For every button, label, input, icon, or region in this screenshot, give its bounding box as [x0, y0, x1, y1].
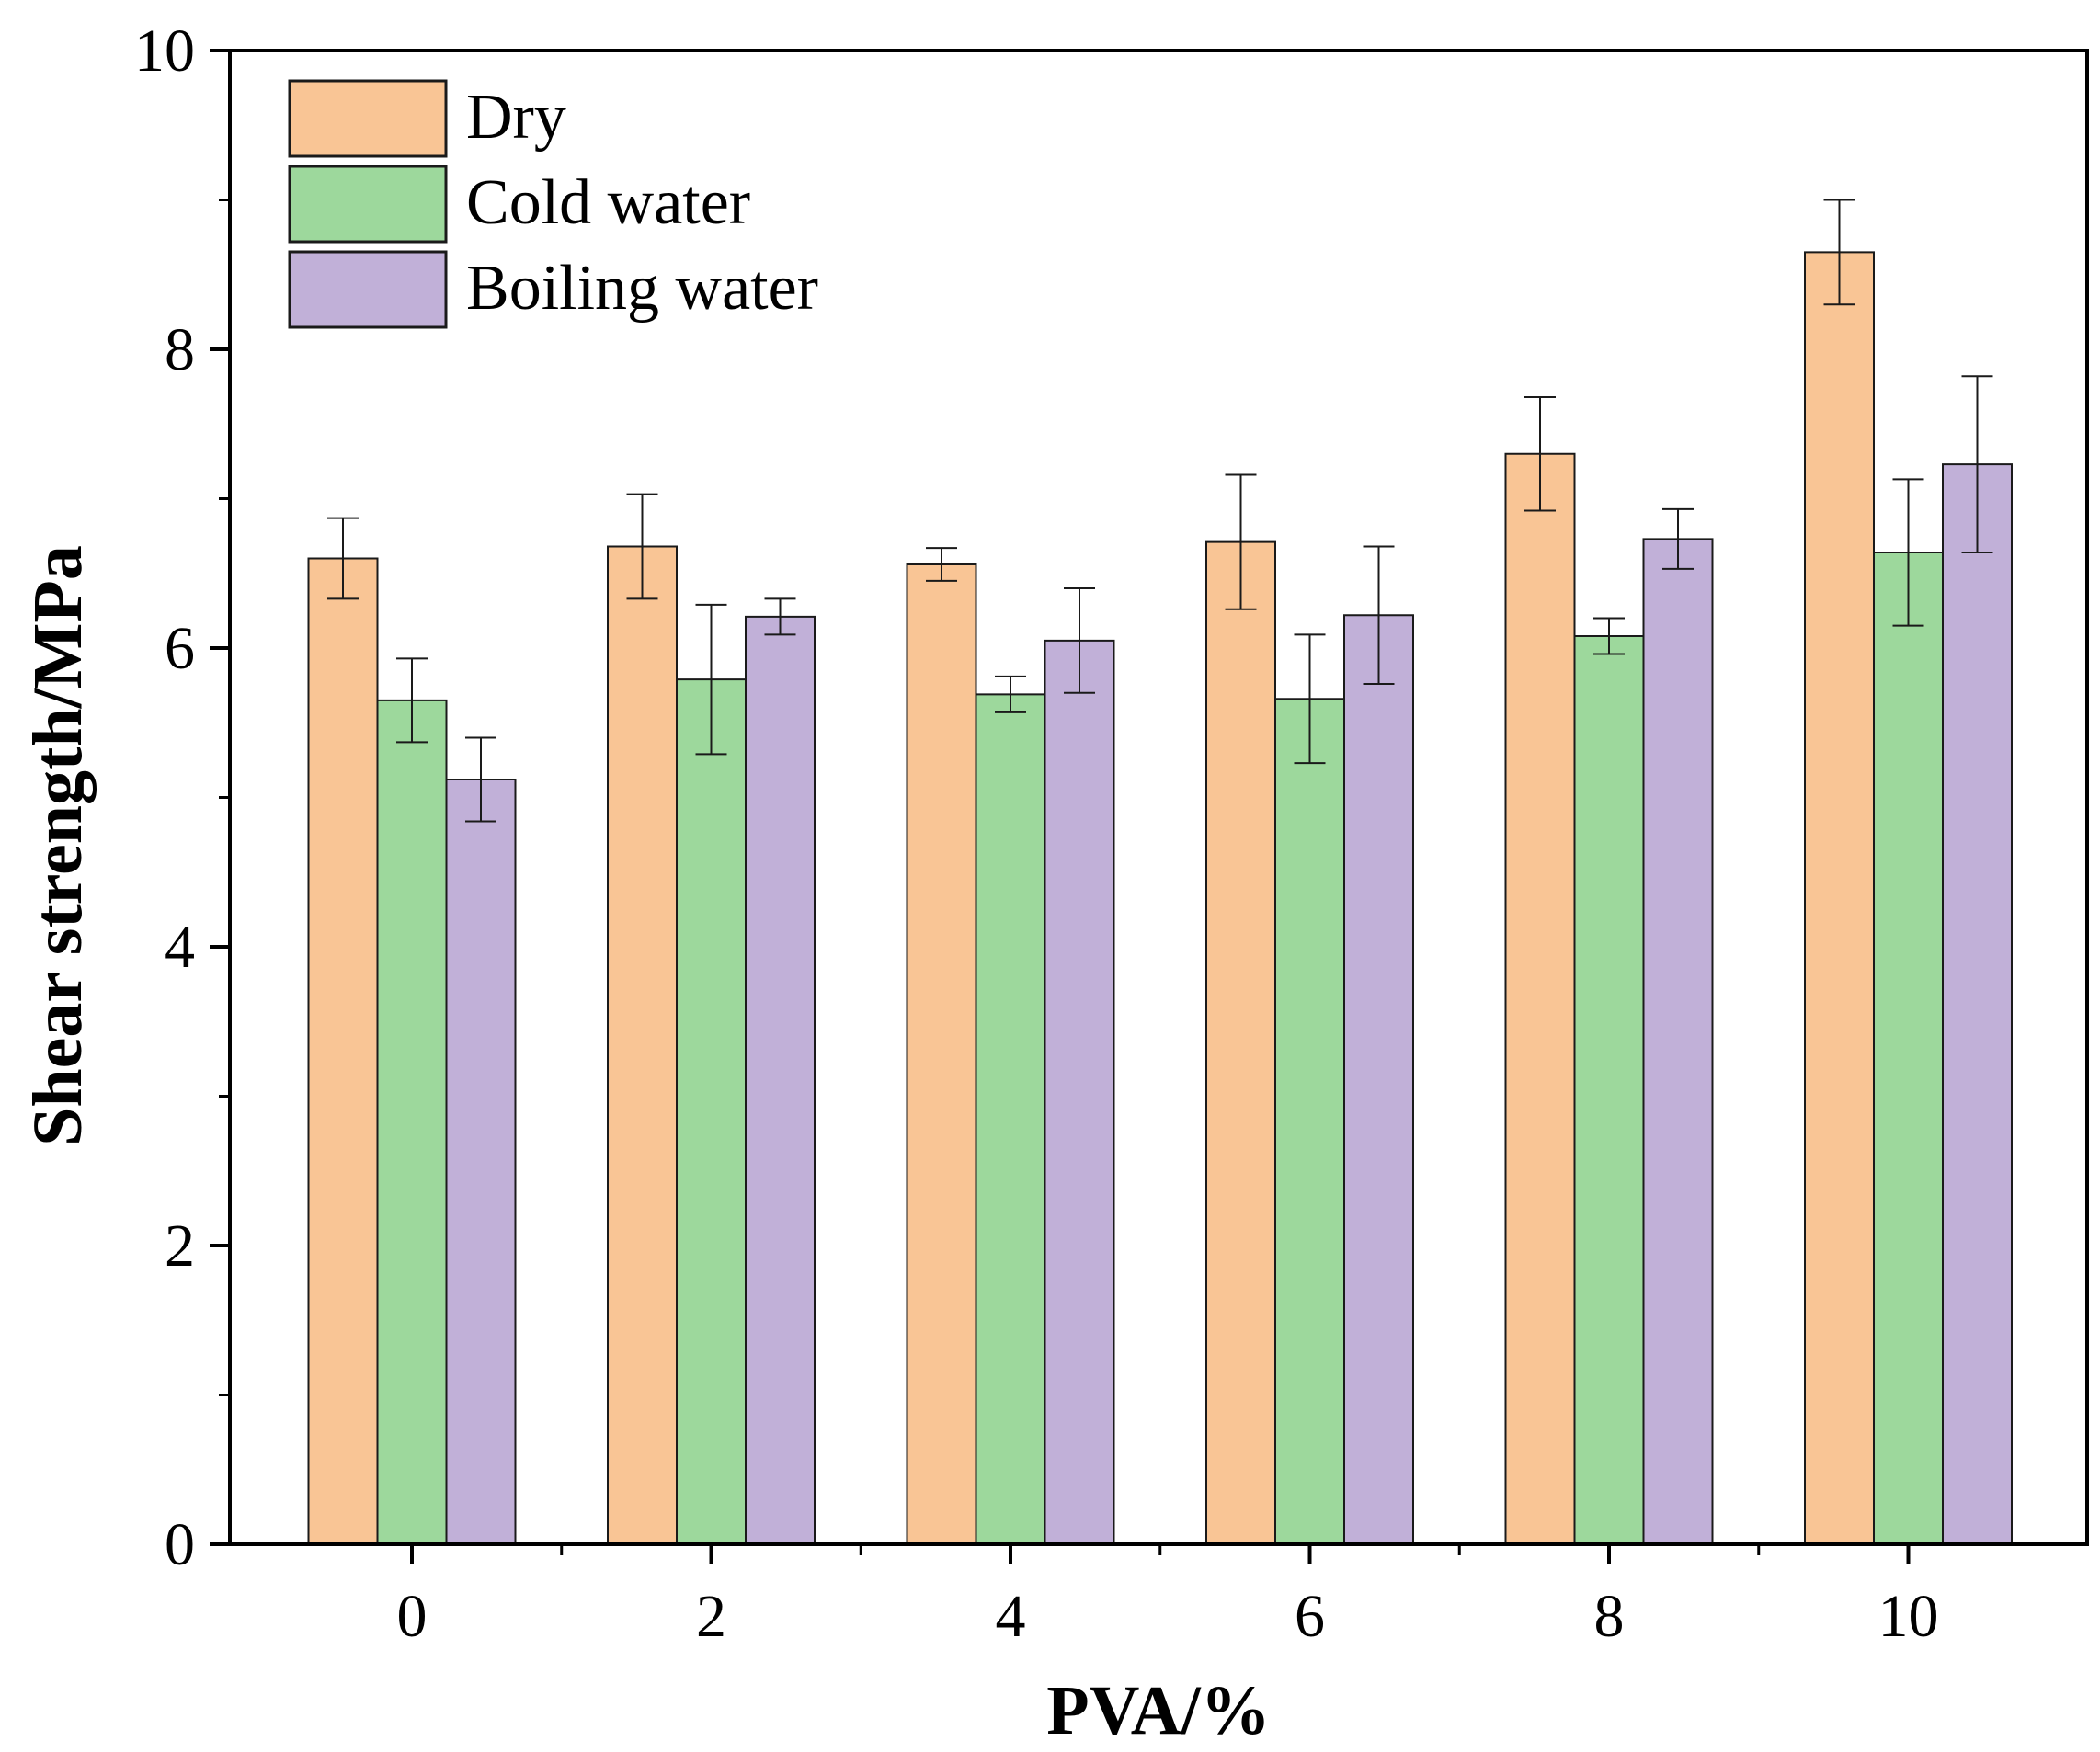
error-bars-layer: [327, 199, 1993, 823]
legend-swatch-dry: [288, 79, 448, 158]
y-tick-label: 8: [165, 316, 195, 383]
x-tick-label: 8: [1594, 1583, 1625, 1650]
bar-dry-8: [1504, 452, 1576, 1545]
bar-boiling-water-6: [1343, 614, 1414, 1545]
bar-dry-10: [1804, 251, 1875, 1545]
y-axis-title: Shear strength/MPa: [19, 545, 97, 1146]
x-tick-label: 4: [996, 1583, 1026, 1650]
y-tick-label: 0: [165, 1511, 195, 1578]
bar-cold-water-0: [376, 699, 448, 1545]
bar-dry-6: [1205, 540, 1276, 1545]
bar-cold-water-4: [975, 693, 1046, 1545]
legend-swatch-cold-water: [288, 165, 448, 244]
bar-boiling-water-2: [745, 615, 816, 1545]
legend-swatch-boiling-water: [288, 250, 448, 329]
bar-dry-0: [307, 557, 379, 1545]
bar-cold-water-6: [1274, 698, 1345, 1545]
bar-boiling-water-0: [445, 779, 517, 1545]
x-tick-label: 0: [397, 1583, 428, 1650]
bar-dry-2: [607, 545, 678, 1545]
x-tick-label: 6: [1295, 1583, 1325, 1650]
y-tick-label: 10: [134, 17, 195, 85]
bar-dry-4: [906, 563, 977, 1545]
bar-boiling-water-8: [1642, 538, 1714, 1545]
y-tick-label: 2: [165, 1212, 195, 1280]
y-tick-label: 4: [165, 914, 195, 981]
bar-cold-water-10: [1873, 552, 1944, 1545]
bar-boiling-water-4: [1044, 639, 1115, 1545]
bar-boiling-water-10: [1942, 463, 2013, 1545]
bars-layer: [307, 251, 2013, 1545]
legend-label-cold-water: Cold water: [466, 167, 750, 238]
x-tick-label: 2: [696, 1583, 726, 1650]
legend-label-boiling-water: Boiling water: [466, 253, 818, 324]
legend: Dry Cold water Boiling water: [288, 79, 818, 329]
legend-label-dry: Dry: [466, 82, 566, 153]
x-tick-label: 10: [1878, 1583, 1939, 1650]
y-tick-label: 6: [165, 615, 195, 682]
bar-cold-water-2: [676, 678, 747, 1545]
x-axis-title: PVA/%: [1046, 1672, 1271, 1749]
bar-cold-water-8: [1573, 635, 1645, 1545]
axes-layer: 0 2 4 6 8 10 0 2 4 6 8 10: [134, 17, 2089, 1650]
